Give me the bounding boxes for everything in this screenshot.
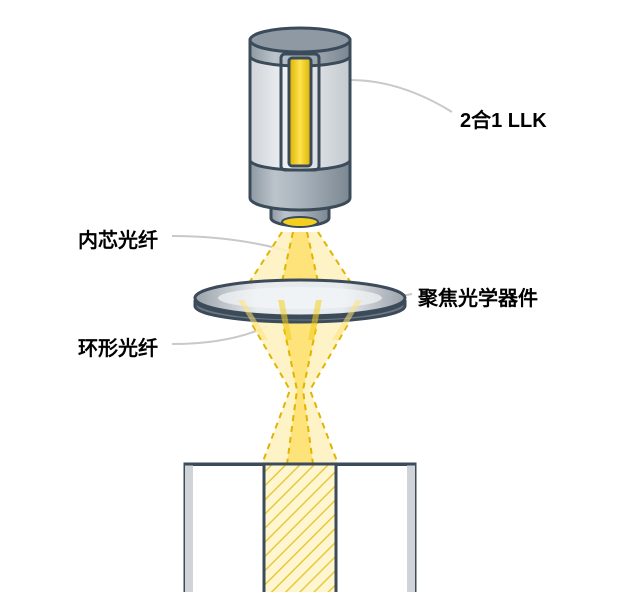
label-llk: 2合1 LLK <box>460 104 547 133</box>
label-inner-fiber: 内芯光纤 <box>78 224 158 253</box>
target-block <box>185 464 415 592</box>
focusing-lens <box>195 280 405 322</box>
llk-housing <box>250 28 350 227</box>
label-ring-fiber: 环形光纤 <box>78 332 158 361</box>
label-focus-optics: 聚焦光学器件 <box>418 282 538 311</box>
